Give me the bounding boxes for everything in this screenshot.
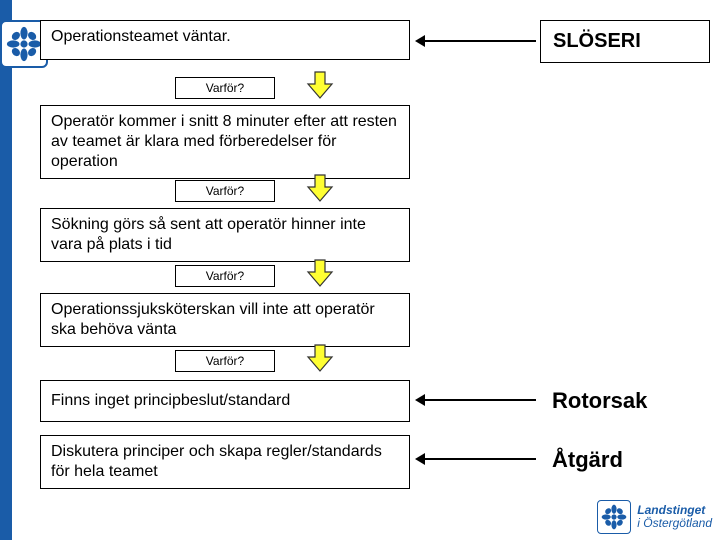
step-box-6: Diskutera principer och skapa regler/sta… xyxy=(40,435,410,489)
flower-icon xyxy=(6,26,42,62)
arrow-down-3 xyxy=(305,258,335,288)
arrow-down-4 xyxy=(305,343,335,373)
why-label-3: Varför? xyxy=(175,265,275,287)
arrow-down-2 xyxy=(305,173,335,203)
waste-box: SLÖSERI xyxy=(540,20,710,63)
arrow-down-1 xyxy=(305,70,335,100)
step-box-2: Operatör kommer i snitt 8 minuter efter … xyxy=(40,105,410,179)
step-box-1: Operationsteamet väntar. xyxy=(40,20,410,60)
arrow-to-action xyxy=(424,458,536,460)
brand-logo-bottom: Landstinget i Östergötland xyxy=(597,500,712,534)
why-label-4: Varför? xyxy=(175,350,275,372)
left-accent-strip xyxy=(0,0,12,540)
step-box-3: Sökning görs så sent att operatör hinner… xyxy=(40,208,410,262)
flower-icon xyxy=(601,504,627,530)
step-box-5: Finns inget principbeslut/standard xyxy=(40,380,410,422)
rootcause-label: Rotorsak xyxy=(552,388,647,414)
diagram-canvas: SLÖSERI Operationsteamet väntar. Varför?… xyxy=(0,0,720,540)
why-label-1: Varför? xyxy=(175,77,275,99)
why-label-2: Varför? xyxy=(175,180,275,202)
brand-name-line2: i Östergötland xyxy=(637,517,712,530)
arrow-to-rootcause xyxy=(424,399,536,401)
arrow-to-box1 xyxy=(424,40,536,42)
step-box-4: Operationssjuksköterskan vill inte att o… xyxy=(40,293,410,347)
action-label: Åtgärd xyxy=(552,447,623,473)
